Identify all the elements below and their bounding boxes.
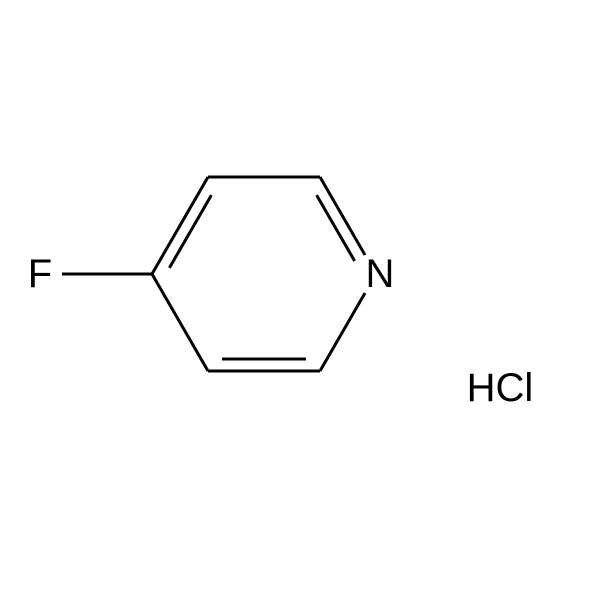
- bond-line: [152, 177, 208, 274]
- salt-label-hcl: HCl: [467, 366, 534, 410]
- atom-label-f: F: [28, 252, 52, 296]
- chemical-structure: N F HCl: [0, 0, 600, 600]
- bond-line: [152, 274, 208, 371]
- bond-line: [320, 177, 365, 255]
- atom-label-n: N: [366, 252, 395, 296]
- bond-line: [320, 293, 365, 371]
